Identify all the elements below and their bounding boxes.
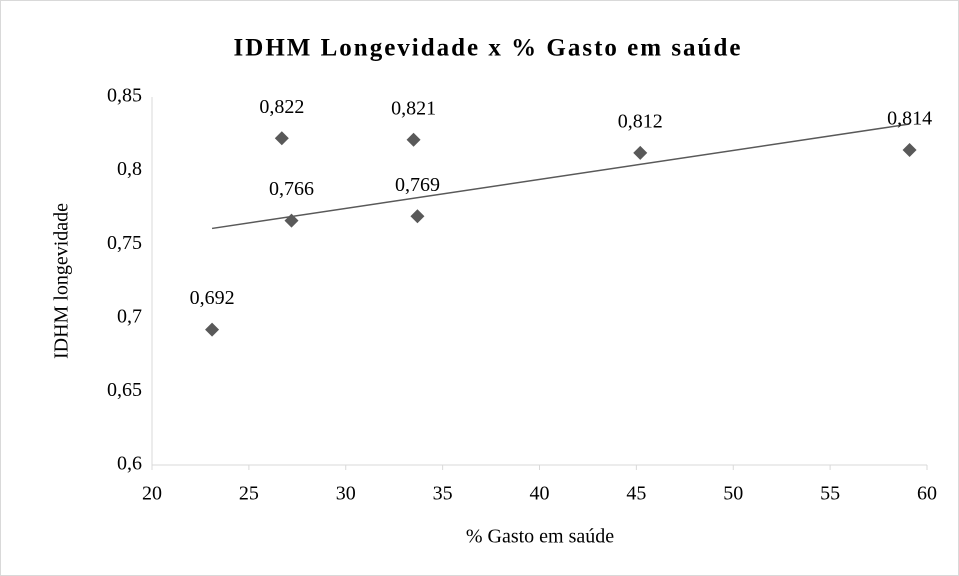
x-tick-label: 60 bbox=[917, 483, 937, 505]
x-tick-label: 30 bbox=[336, 483, 356, 505]
x-axis-label: % Gasto em saúde bbox=[466, 526, 614, 548]
point bbox=[284, 213, 299, 228]
trendline bbox=[211, 123, 910, 230]
x-tick-label: 25 bbox=[239, 483, 259, 505]
x-tick-label: 55 bbox=[820, 483, 840, 505]
y-tick-label: 0,85 bbox=[107, 85, 142, 107]
data-label: 0,766 bbox=[269, 178, 314, 200]
point bbox=[274, 131, 289, 146]
x-tick-label: 45 bbox=[626, 483, 646, 505]
y-tick-label: 0,6 bbox=[117, 453, 142, 475]
point bbox=[633, 145, 648, 160]
x-tick-label: 20 bbox=[142, 483, 162, 505]
point bbox=[902, 142, 917, 157]
data-label: 0,812 bbox=[618, 111, 663, 133]
x-tick-label: 40 bbox=[530, 483, 550, 505]
point bbox=[406, 132, 421, 147]
y-tick-label: 0,75 bbox=[107, 232, 142, 254]
point bbox=[410, 209, 425, 224]
y-axis-label: IDHM longevidade bbox=[51, 203, 73, 359]
x-tick-label: 50 bbox=[723, 483, 743, 505]
data-label: 0,692 bbox=[190, 287, 235, 309]
data-label: 0,814 bbox=[887, 108, 932, 130]
y-tick-label: 0,7 bbox=[117, 305, 142, 327]
point bbox=[205, 322, 220, 337]
chart-title: IDHM Longevidade x % Gasto em saúde bbox=[234, 35, 743, 62]
data-label: 0,822 bbox=[259, 96, 304, 118]
x-tick-label: 35 bbox=[433, 483, 453, 505]
y-tick-label: 0,8 bbox=[117, 158, 142, 180]
data-label: 0,769 bbox=[395, 174, 440, 196]
data-label: 0,821 bbox=[391, 97, 436, 119]
y-tick-label: 0,65 bbox=[107, 379, 142, 401]
